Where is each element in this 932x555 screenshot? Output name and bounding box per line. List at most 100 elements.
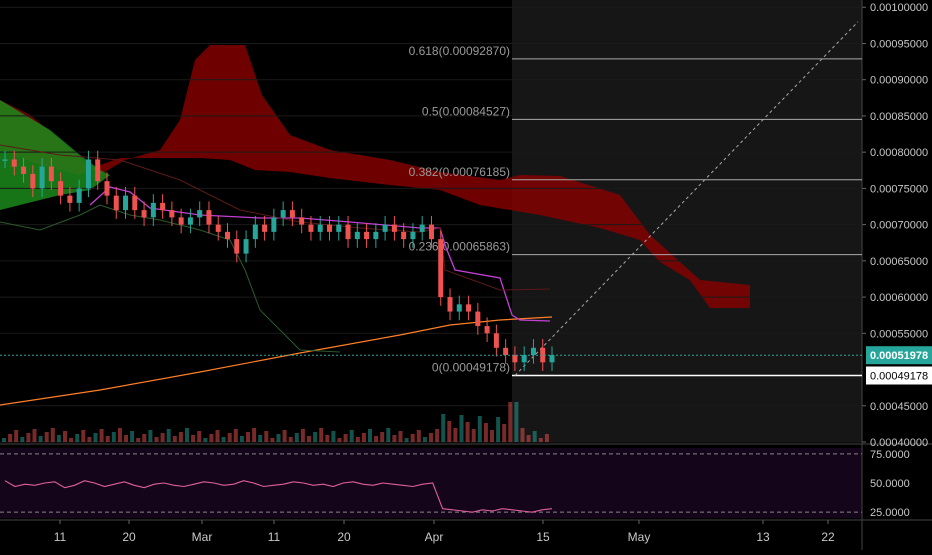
volume-bar [32, 429, 37, 442]
volume-bar [185, 428, 189, 442]
candle-body [401, 231, 407, 240]
price-tag-label: 0.00051978 [870, 350, 928, 362]
candle-body [141, 210, 147, 218]
candle-body [30, 173, 36, 189]
candle-body [317, 224, 323, 232]
volume-bar [502, 424, 507, 442]
volume-bar [343, 434, 348, 442]
candle-body [150, 202, 156, 218]
x-tick-label: May [628, 530, 651, 544]
volume-bar [56, 435, 61, 442]
volume-bar [483, 423, 488, 442]
volume-bar [111, 432, 116, 442]
volume-bar [203, 438, 208, 442]
fib-level-label: 0.5(0.00084527) [422, 104, 510, 118]
candle-body [187, 217, 193, 225]
volume-bar [87, 437, 92, 442]
candle-body [85, 159, 91, 189]
y-tick-label: 0.00100000 [870, 2, 928, 14]
rsi-tick-label: 25.0000 [870, 507, 910, 519]
candle-body [104, 181, 110, 196]
volume-bar [459, 415, 464, 442]
y-tick-label: 0.00090000 [870, 75, 928, 87]
y-tick-label: 0.00045000 [870, 401, 928, 413]
volume-bar [416, 430, 421, 442]
candle-body [530, 347, 536, 356]
volume-bar [154, 437, 159, 442]
candle-body [410, 231, 416, 240]
candle-body [512, 355, 518, 363]
ichimoku-cloud-bullish [0, 100, 110, 210]
volume-bar [124, 435, 128, 442]
candle-body [326, 224, 332, 232]
volume-bar [178, 432, 183, 442]
candle-body [178, 217, 184, 225]
candle-body [21, 166, 27, 174]
candle-body [438, 239, 444, 298]
candle-body [336, 224, 342, 232]
volume-bar [313, 432, 318, 442]
candle-body [262, 224, 268, 232]
x-tick-label: Apr [425, 530, 444, 544]
volume-bar [496, 417, 501, 442]
volume-bar [404, 438, 409, 442]
volume-bar [374, 436, 379, 442]
candle-body [252, 224, 258, 240]
candle-body [39, 166, 45, 189]
fib-level-label: 0.236(0.00065863) [409, 240, 510, 254]
candle-body [206, 210, 212, 225]
volume-bar [215, 430, 220, 442]
candle-body [132, 195, 138, 211]
volume-bar [508, 402, 513, 442]
x-tick-label: 20 [122, 530, 136, 544]
volume-bar [81, 430, 86, 442]
x-tick-label: 11 [54, 530, 67, 544]
volume-bar [435, 429, 440, 442]
volume-bar [368, 429, 372, 442]
volume-bar [209, 434, 214, 442]
candle-body [345, 224, 351, 240]
fib-level-label: 0(0.00049178) [432, 360, 510, 374]
y-tick-label: 0.00065000 [870, 256, 928, 268]
candle-body [428, 224, 434, 240]
fib-level-label: 0.382(0.00076185) [409, 165, 510, 179]
volume-bar [14, 430, 19, 442]
candle-body [549, 355, 555, 363]
candle-body [48, 166, 54, 182]
volume-bar [191, 435, 196, 442]
volume-bar [422, 437, 427, 442]
volume-bar [2, 438, 6, 442]
volume-bar [398, 431, 403, 442]
volume-bar [166, 429, 171, 442]
y-tick-label: 0.00080000 [870, 147, 928, 159]
x-tick-label: 15 [536, 530, 550, 544]
volume-bar [538, 438, 543, 442]
price-tag [866, 346, 932, 365]
volume-bar [258, 435, 263, 442]
volume-bar [392, 435, 397, 442]
volume-bar [63, 431, 67, 442]
volume-bar [252, 428, 257, 442]
volume-bar [361, 433, 366, 442]
x-tick-label: 11 [268, 530, 281, 544]
volume-bar [221, 437, 226, 442]
volume-bar [453, 428, 458, 442]
y-tick-label: 0.00060000 [870, 292, 928, 304]
candle-body [280, 210, 286, 218]
y-tick-label: 0.00075000 [870, 183, 928, 195]
volume-bar [441, 414, 446, 442]
volume-bar [38, 436, 43, 442]
x-tick-label: 20 [337, 530, 351, 544]
volume-bar [130, 431, 135, 442]
volume-bar [160, 433, 165, 442]
candle-body [391, 224, 397, 232]
candle-body [123, 195, 129, 211]
volume-bar [282, 430, 287, 442]
volume-bar [471, 429, 476, 442]
volume-bar [349, 430, 354, 442]
fib-low-tag-label: 0.00049178 [870, 370, 928, 382]
volume-bar [520, 428, 525, 442]
volume-bar [319, 428, 324, 442]
